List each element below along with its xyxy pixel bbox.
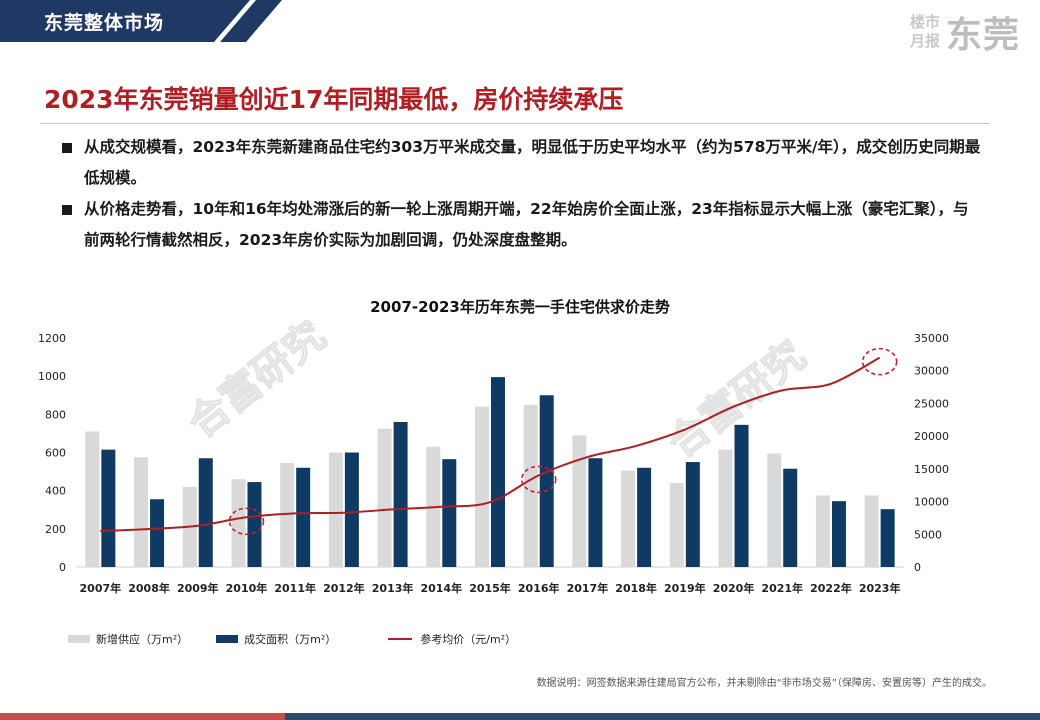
bar-deal	[247, 482, 262, 567]
bottom-bar	[0, 713, 1040, 720]
x-tick-label: 2014年	[420, 581, 462, 595]
y-left-tick-label: 400	[45, 485, 66, 498]
brand-small-2: 月报	[909, 32, 940, 50]
chart-legend: 新增供应（万m²） 成交面积（万m²） 参考均价（元/m²）	[68, 631, 546, 647]
y-left-tick-label: 600	[45, 447, 66, 460]
bullet-text: 从价格走势看，10年和16年均处滞涨后的新一轮上涨周期开端，22年始房价全面止涨…	[84, 200, 969, 249]
bullet-list: 从成交规模看，2023年东莞新建商品住宅约303万平米成交量，明显低于历史平均水…	[62, 132, 982, 256]
bullet-item: 从成交规模看，2023年东莞新建商品住宅约303万平米成交量，明显低于历史平均水…	[62, 132, 982, 194]
line-price	[100, 356, 881, 533]
x-tick-label: 2020年	[713, 581, 755, 595]
y-right-tick-label: 10000	[914, 496, 949, 509]
bar-supply	[85, 431, 100, 567]
brand-city: 东莞	[945, 15, 1020, 56]
bar-deal	[539, 395, 554, 567]
bar-supply	[864, 495, 879, 567]
bar-deal	[880, 509, 895, 567]
bar-deal	[783, 468, 798, 567]
x-tick-label: 2011年	[274, 581, 316, 595]
x-tick-label: 2008年	[128, 581, 170, 595]
bar-supply	[718, 449, 733, 567]
page-title: 2023年东莞销量创近17年同期最低，房价持续承压	[44, 85, 624, 114]
legend-supply: 新增供应（万m²）	[68, 631, 188, 647]
legend-deal-label: 成交面积（万m²）	[244, 633, 337, 646]
legend-price-label: 参考均价（元/m²）	[420, 633, 517, 646]
y-right-tick-label: 0	[914, 561, 921, 574]
x-tick-label: 2016年	[518, 581, 560, 595]
chart-title: 2007-2023年历年东莞一手住宅供求价走势	[370, 298, 670, 316]
bar-supply	[669, 483, 684, 567]
bar-supply	[523, 404, 538, 567]
watermark-text: 合富研究	[180, 320, 334, 447]
legend-supply-label: 新增供应（万m²）	[96, 633, 189, 646]
y-left-tick-label: 200	[45, 523, 66, 536]
x-tick-label: 2012年	[323, 581, 365, 595]
brand-logo: 楼市 月报 东莞	[910, 6, 1020, 58]
x-tick-label: 2017年	[567, 581, 609, 595]
bar-deal	[101, 449, 116, 567]
bar-supply	[767, 453, 782, 567]
bar-deal	[637, 467, 652, 567]
y-right-tick-label: 5000	[914, 528, 942, 541]
y-left-tick-label: 800	[45, 408, 66, 421]
bar-deal	[150, 499, 165, 567]
bar-supply	[134, 457, 149, 567]
bar-deal	[198, 458, 213, 567]
x-tick-label: 2013年	[372, 581, 414, 595]
bullet-square-icon	[62, 143, 72, 153]
bar-deal	[734, 424, 749, 567]
highlight-circle	[861, 347, 898, 376]
bar-supply	[280, 462, 295, 567]
y-left-tick-label: 1200	[38, 332, 66, 345]
bar-deal	[831, 501, 846, 567]
title-divider	[40, 123, 990, 124]
bullet-square-icon	[62, 205, 72, 215]
bar-supply	[475, 406, 489, 567]
legend-deal-swatch	[216, 635, 239, 643]
x-tick-label: 2018年	[615, 581, 657, 595]
y-right-tick-label: 20000	[914, 430, 949, 443]
x-tick-label: 2022年	[810, 581, 852, 595]
bullet-text: 从成交规模看，2023年东莞新建商品住宅约303万平米成交量，明显低于历史平均水…	[84, 138, 981, 187]
bar-supply	[328, 452, 343, 567]
bar-deal	[393, 421, 408, 567]
bar-deal	[442, 459, 457, 567]
highlight-circle	[520, 465, 557, 494]
y-left-tick-label: 0	[59, 561, 66, 574]
footnote: 数据说明：网签数据来源住建局官方公布，并未剔除由“非市场交易”（保障房、安置房等…	[536, 678, 992, 689]
section-label: 东莞整体市场	[44, 12, 165, 34]
y-right-tick-label: 15000	[914, 463, 949, 476]
bar-supply	[621, 470, 636, 567]
bar-supply	[572, 435, 587, 567]
bar-deal	[296, 467, 311, 567]
bar-deal	[491, 377, 505, 567]
highlight-circle	[228, 507, 265, 536]
legend-supply-swatch	[68, 635, 90, 643]
x-tick-label: 2009年	[177, 581, 219, 595]
y-right-tick-label: 25000	[914, 397, 949, 410]
bar-supply	[377, 428, 392, 567]
x-tick-label: 2023年	[859, 581, 901, 595]
y-left-tick-label: 1000	[38, 370, 66, 383]
bullet-item: 从价格走势看，10年和16年均处滞涨后的新一轮上涨周期开端，22年始房价全面止涨…	[62, 194, 982, 256]
section-banner: 东莞整体市场	[0, 0, 282, 42]
bar-supply	[231, 479, 246, 567]
legend-price-swatch	[388, 638, 413, 640]
x-tick-label: 2010年	[226, 581, 268, 595]
bar-supply	[815, 495, 830, 567]
legend-price: 参考均价（元/m²）	[388, 631, 516, 647]
y-right-tick-label: 30000	[914, 365, 949, 378]
banner-shape	[0, 0, 282, 42]
brand-small-1: 楼市	[909, 13, 940, 31]
bar-deal	[344, 452, 359, 567]
combo-chart: 合富研究 合富研究02004006008001000120005000100001…	[38, 320, 949, 595]
y-right-tick-label: 35000	[914, 332, 949, 345]
x-tick-label: 2015年	[469, 581, 511, 595]
x-tick-label: 2019年	[664, 581, 706, 595]
legend-deal: 成交面积（万m²）	[216, 631, 336, 647]
bar-deal	[685, 462, 700, 567]
x-tick-label: 2021年	[761, 581, 803, 595]
x-tick-label: 2007年	[80, 581, 122, 595]
bar-deal	[588, 458, 603, 567]
